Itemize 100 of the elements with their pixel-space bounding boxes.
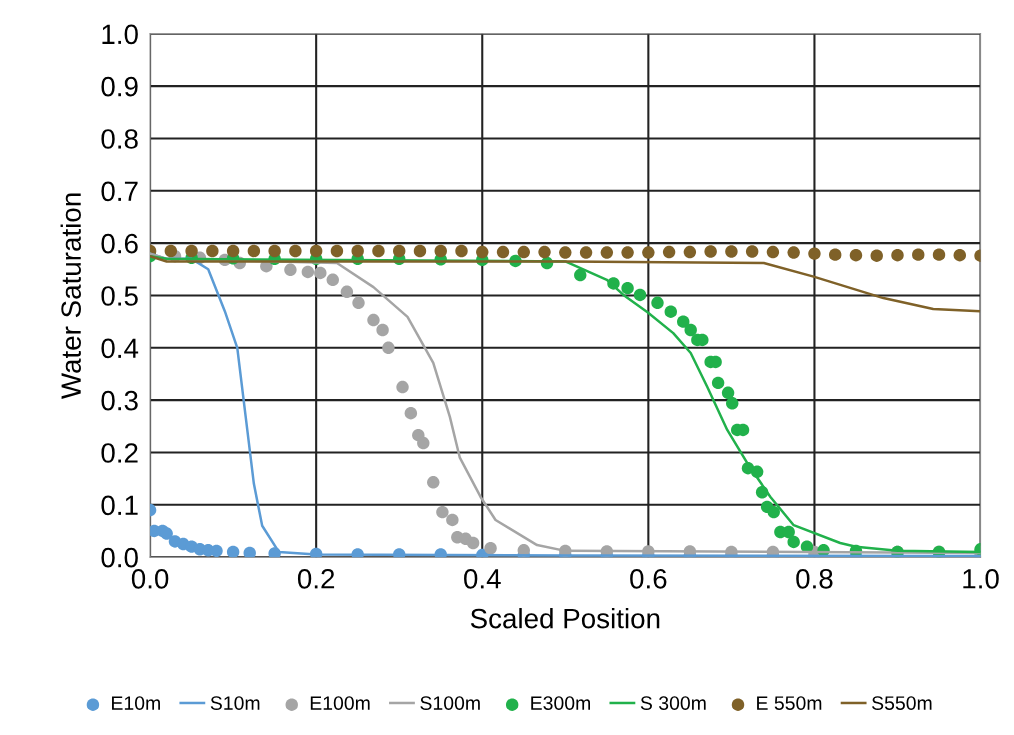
- point: [662, 245, 676, 259]
- point: [372, 244, 385, 258]
- point: [206, 244, 219, 258]
- point: [268, 244, 281, 258]
- point: [326, 273, 339, 286]
- legend-label: S 300m: [640, 696, 706, 710]
- point: [932, 248, 946, 261]
- x-tick-label: 0.8: [796, 568, 833, 589]
- legend-label: E 550m: [757, 696, 822, 710]
- y-tick-label: 0.0: [101, 547, 138, 568]
- point: [870, 249, 883, 262]
- point: [767, 505, 780, 519]
- point: [404, 407, 418, 420]
- point: [243, 546, 256, 558]
- x-tick-label: 0.0: [131, 568, 169, 589]
- point: [829, 248, 842, 261]
- point: [725, 245, 738, 258]
- point: [651, 296, 664, 310]
- x-tick-label: 0.2: [297, 568, 335, 589]
- point: [704, 245, 717, 258]
- point: [953, 248, 966, 262]
- point: [721, 386, 735, 400]
- point: [912, 248, 925, 261]
- point: [340, 285, 354, 299]
- point: [352, 296, 365, 310]
- y-tick-label: 0.1: [101, 495, 138, 516]
- point: [711, 376, 725, 390]
- point: [484, 542, 497, 555]
- point: [417, 436, 430, 450]
- y-tick-label: 0.2: [101, 443, 138, 463]
- point: [393, 244, 406, 258]
- point: [314, 266, 327, 280]
- x-tick-label: 1.0: [963, 568, 999, 589]
- point: [330, 244, 344, 258]
- y-axis-title: Water Saturation: [60, 193, 81, 400]
- legend-label: S550m: [872, 696, 932, 710]
- point: [301, 265, 315, 279]
- point: [309, 244, 323, 258]
- point: [413, 244, 427, 258]
- point: [160, 527, 173, 540]
- point: [621, 246, 634, 259]
- x-tick-label: 0.4: [464, 568, 501, 589]
- point: [247, 244, 261, 258]
- point: [891, 248, 904, 262]
- point: [376, 323, 389, 337]
- x-tick-label: 0.6: [630, 568, 667, 589]
- point: [574, 268, 587, 282]
- point: [517, 245, 530, 259]
- legend-label: S10m: [210, 696, 260, 710]
- point: [600, 246, 614, 259]
- point: [367, 313, 380, 327]
- point: [683, 245, 697, 259]
- point: [496, 245, 510, 259]
- y-tick-label: 0.3: [101, 390, 138, 411]
- point: [745, 245, 759, 258]
- y-tick-label: 1.0: [102, 24, 138, 45]
- point: [284, 263, 297, 277]
- point: [382, 341, 395, 355]
- y-tick-label: 0.6: [101, 233, 138, 254]
- point: [466, 536, 480, 550]
- point: [210, 544, 223, 558]
- y-tick-label: 0.7: [101, 181, 138, 202]
- point: [642, 246, 655, 259]
- y-tick-label: 0.9: [101, 76, 138, 97]
- point: [633, 288, 647, 302]
- point: [226, 244, 240, 258]
- point: [766, 245, 780, 259]
- point: [455, 244, 468, 258]
- point: [446, 513, 459, 527]
- point: [436, 505, 449, 519]
- point: [579, 246, 593, 259]
- point: [559, 246, 572, 259]
- point: [782, 525, 795, 539]
- point: [621, 281, 634, 295]
- point: [164, 244, 178, 258]
- point: [226, 545, 240, 558]
- point: [664, 305, 677, 318]
- point: [427, 476, 440, 489]
- point: [808, 247, 821, 260]
- point: [351, 244, 364, 258]
- legend-label: E10m: [112, 696, 160, 710]
- legend-label: S100m: [420, 696, 480, 710]
- point: [538, 245, 551, 259]
- y-tick-label: 0.4: [101, 338, 139, 359]
- point: [434, 244, 447, 258]
- point: [396, 380, 409, 394]
- point: [677, 315, 690, 328]
- x-axis-title: Scaled Position: [470, 608, 660, 629]
- point: [684, 323, 697, 337]
- point: [787, 246, 800, 259]
- legend-label: E300m: [531, 696, 590, 710]
- point: [185, 244, 198, 258]
- point: [787, 535, 800, 549]
- legend-label: E100m: [310, 696, 370, 710]
- y-tick-label: 0.8: [101, 129, 138, 149]
- point: [849, 248, 863, 262]
- point: [726, 397, 739, 410]
- point: [289, 244, 302, 258]
- point: [476, 245, 489, 259]
- y-tick-label: 0.5: [101, 286, 138, 306]
